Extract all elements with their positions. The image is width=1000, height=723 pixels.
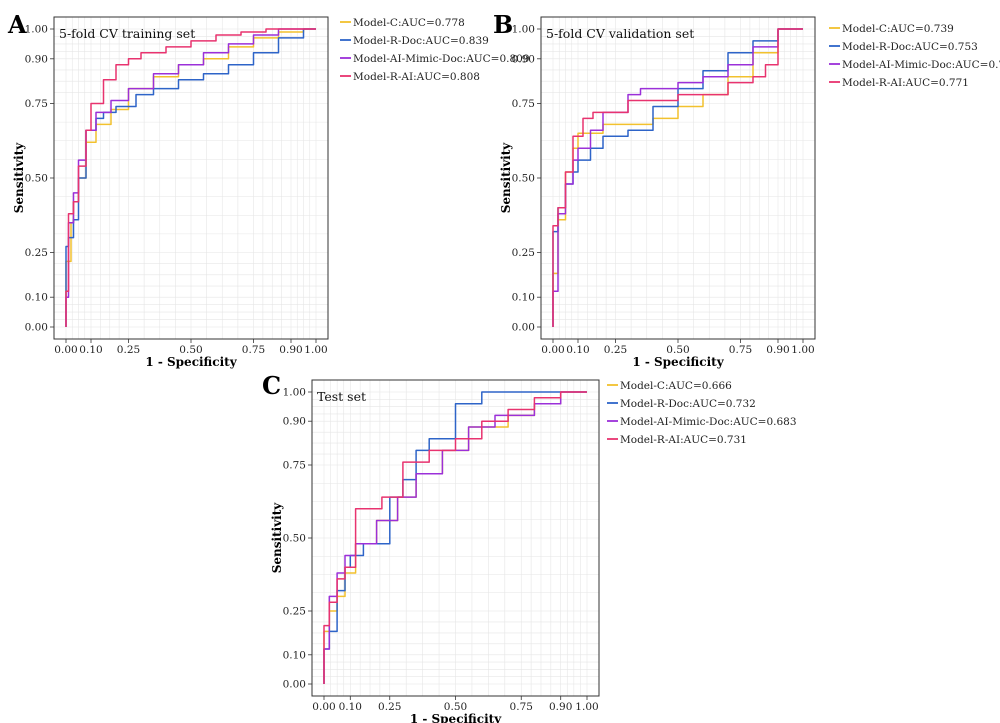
x-axis-title: 1 - Specificity — [145, 355, 237, 369]
x-axis-title: 1 - Specificity — [410, 712, 502, 723]
x-tick-label: 1.00 — [575, 701, 598, 713]
x-tick-label: 0.75 — [242, 344, 265, 356]
y-tick-label: 0.75 — [25, 98, 48, 110]
y-tick-label: 0.50 — [283, 533, 306, 545]
y-axis-title: Sensitivity — [270, 502, 284, 574]
legend-label: Model-C:AUC=0.739 — [842, 23, 954, 35]
panel-letter: A — [7, 10, 27, 39]
y-tick-label: 1.00 — [25, 24, 48, 36]
legend-label: Model-AI-Mimic-Doc:AUC=0.683 — [620, 416, 797, 428]
legend-label: Model-AI-Mimic-Doc:AUC=0.755 — [842, 59, 1000, 71]
panel-letter: C — [262, 371, 281, 400]
x-tick-label: 0.90 — [766, 344, 789, 356]
x-tick-label: 0.00 — [312, 701, 335, 713]
x-tick-label: 0.10 — [339, 701, 362, 713]
x-tick-label: 0.75 — [510, 701, 533, 713]
y-tick-label: 0.10 — [25, 292, 48, 304]
legend: Model-C:AUC=0.778 Model-R-Doc:AUC=0.839 Mo… — [340, 17, 530, 83]
roc-curve-model-r-ai — [323, 391, 587, 684]
y-tick-label: 0.90 — [512, 53, 535, 65]
x-tick-label: 0.25 — [604, 344, 627, 356]
x-tick-label: 0.90 — [279, 344, 302, 356]
legend: Model-C:AUC=0.666 Model-R-Doc:AUC=0.732 Mo… — [607, 380, 797, 446]
x-tick-label: 0.50 — [444, 701, 467, 713]
x-tick-label: 1.00 — [791, 344, 814, 356]
legend-label: Model-R-AI:AUC=0.808 — [353, 71, 480, 83]
y-tick-label: 1.00 — [512, 24, 535, 36]
y-tick-label: 0.90 — [283, 416, 306, 428]
x-tick-label: 0.10 — [79, 344, 102, 356]
y-axis-title: Sensitivity — [12, 142, 26, 214]
legend-label: Model-AI-Mimic-Doc:AUC=0.809 — [353, 53, 530, 65]
panel-title: Test set — [317, 389, 366, 404]
x-tick-label: 0.00 — [54, 344, 77, 356]
legend-label: Model-R-Doc:AUC=0.839 — [353, 35, 489, 47]
y-tick-label: 0.50 — [512, 173, 535, 185]
legend-label: Model-R-AI:AUC=0.731 — [620, 434, 747, 446]
y-tick-label: 0.10 — [283, 649, 306, 661]
roc-curve-model-r-ai — [65, 28, 316, 327]
roc-curve-model-ai-mimic-doc — [65, 28, 316, 327]
x-tick-label: 1.00 — [304, 344, 327, 356]
x-axis-title: 1 - Specificity — [632, 355, 724, 369]
panel-title: 5-fold CV validation set — [546, 26, 694, 41]
x-tick-label: 0.25 — [117, 344, 140, 356]
y-tick-label: 0.50 — [25, 173, 48, 185]
y-tick-label: 0.25 — [283, 606, 306, 618]
legend-label: Model-C:AUC=0.666 — [620, 380, 732, 392]
roc-curve-model-r-doc — [65, 28, 316, 327]
x-tick-label: 0.50 — [666, 344, 689, 356]
roc-curve-model-r-ai — [552, 28, 803, 327]
y-tick-label: 0.10 — [512, 292, 535, 304]
legend-label: Model-R-Doc:AUC=0.753 — [842, 41, 978, 53]
legend-label: Model-R-Doc:AUC=0.732 — [620, 398, 756, 410]
y-tick-label: 0.25 — [25, 247, 48, 259]
y-tick-label: 1.00 — [283, 387, 306, 399]
y-tick-label: 0.90 — [25, 53, 48, 65]
x-tick-label: 0.25 — [378, 701, 401, 713]
y-tick-label: 0.00 — [25, 322, 48, 334]
y-axis-title: Sensitivity — [499, 142, 513, 214]
panel-title: 5-fold CV training set — [59, 26, 195, 41]
y-tick-label: 0.00 — [283, 679, 306, 691]
x-tick-label: 0.10 — [566, 344, 589, 356]
x-tick-label: 0.75 — [729, 344, 752, 356]
y-tick-label: 0.75 — [512, 98, 535, 110]
panel-letter: B — [493, 10, 513, 39]
x-tick-label: 0.00 — [541, 344, 564, 356]
y-tick-label: 0.25 — [512, 247, 535, 259]
x-tick-label: 0.50 — [179, 344, 202, 356]
legend-label: Model-C:AUC=0.778 — [353, 17, 465, 29]
legend: Model-C:AUC=0.739 Model-R-Doc:AUC=0.753 Mo… — [829, 23, 1000, 89]
y-tick-label: 0.00 — [512, 322, 535, 334]
y-tick-label: 0.75 — [283, 460, 306, 472]
x-tick-label: 0.90 — [549, 701, 572, 713]
legend-label: Model-R-AI:AUC=0.771 — [842, 77, 969, 89]
